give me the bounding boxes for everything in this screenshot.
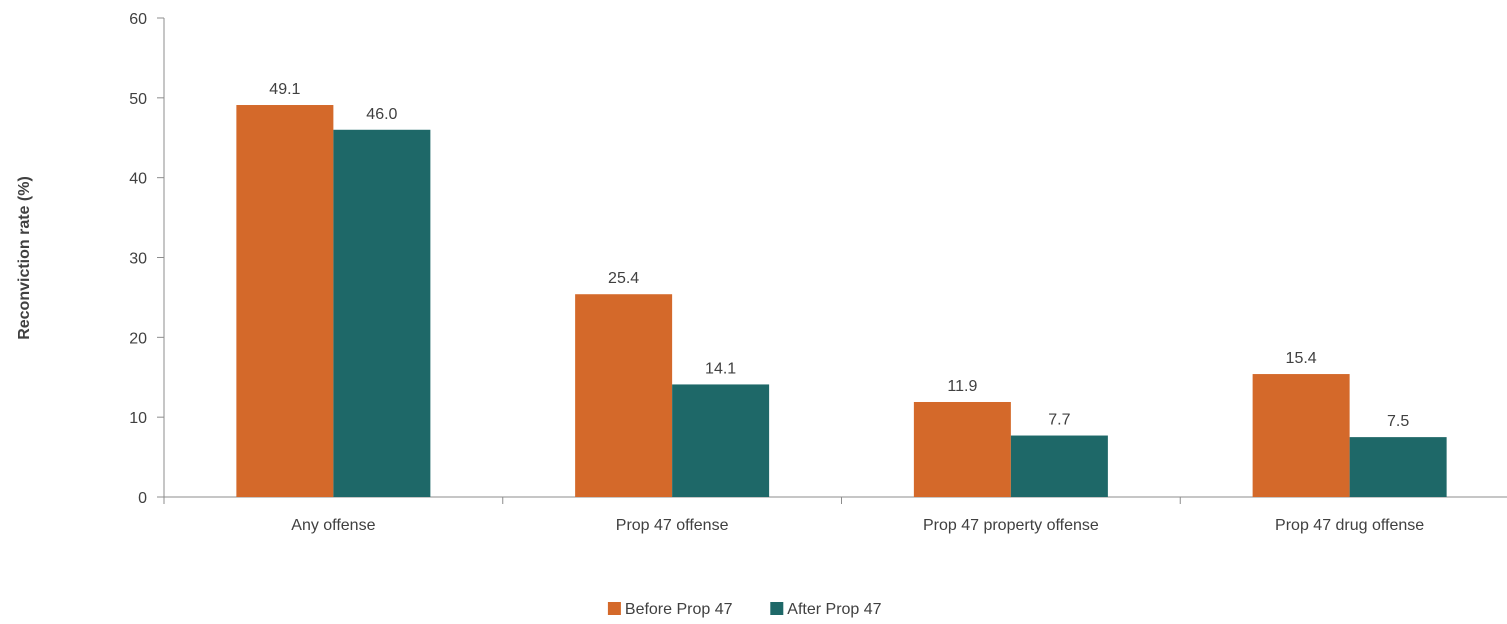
bar	[236, 105, 334, 497]
data-label: 14.1	[705, 360, 736, 377]
y-tick-label: 40	[129, 171, 147, 188]
data-label: 49.1	[269, 81, 300, 98]
x-tick-label: Prop 47 property offense	[923, 517, 1099, 534]
legend-swatch	[607, 602, 621, 615]
data-label: 46.0	[366, 106, 397, 123]
data-label: 25.4	[608, 270, 639, 287]
y-axis: 0 10 20 30 40 50 60	[129, 11, 165, 507]
y-tick-label: 60	[129, 11, 147, 28]
y-tick-label: 0	[138, 490, 147, 507]
data-label: 11.9	[947, 378, 977, 395]
y-tick-label: 30	[129, 251, 147, 268]
x-tick-label: Prop 47 drug offense	[1275, 517, 1424, 534]
legend-label: Before Prop 47	[625, 601, 733, 618]
bar	[333, 129, 431, 497]
y-tick-label: 20	[129, 330, 147, 347]
data-labels: 49.1 46.0 25.4 14.1 11.9 7.7 15.4 7.5	[269, 81, 1409, 430]
bar	[672, 384, 770, 497]
y-axis-label: Reconviction rate (%)	[16, 176, 33, 340]
bar	[1010, 435, 1108, 497]
bar	[1252, 374, 1350, 497]
bar	[1349, 437, 1447, 497]
legend: Before Prop 47 After Prop 47	[607, 601, 882, 618]
data-label: 7.7	[1048, 412, 1070, 429]
bars	[236, 105, 1447, 497]
x-tick-label: Any offense	[291, 517, 375, 534]
y-tick-label: 10	[129, 410, 147, 427]
y-tick-label: 50	[129, 91, 147, 108]
x-axis: Any offense Prop 47 offense Prop 47 proper…	[163, 496, 1507, 534]
bar	[575, 294, 673, 497]
legend-swatch	[770, 602, 784, 615]
x-tick-label: Prop 47 offense	[616, 517, 729, 534]
bar	[913, 401, 1011, 497]
data-label: 15.4	[1286, 350, 1317, 367]
data-label: 7.5	[1387, 413, 1409, 430]
legend-label: After Prop 47	[787, 601, 881, 618]
